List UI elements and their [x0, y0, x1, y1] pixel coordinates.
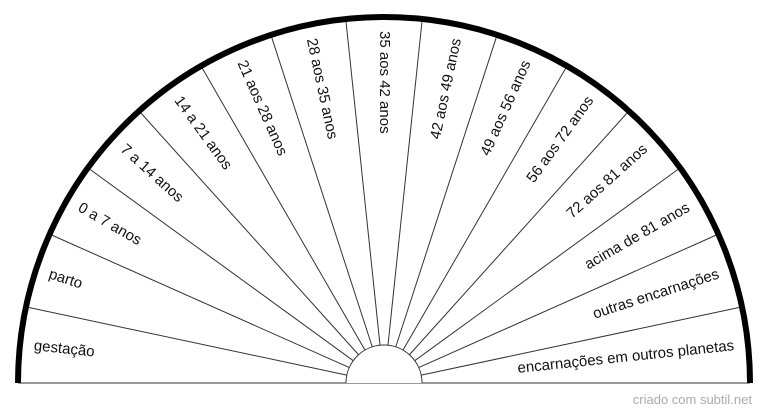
segment-label: 0 a 7 anos: [75, 199, 144, 249]
footer: criado com subtil.net: [633, 392, 753, 407]
segment-lines: [25, 18, 743, 376]
segment-line: [387, 18, 423, 346]
segment-label: encarnações em outros planetas: [517, 337, 735, 377]
outer-arc: [15, 14, 753, 384]
segment-line: [270, 34, 373, 348]
segment-label: gestação: [33, 337, 95, 360]
segment-label: 28 aos 35 anos: [303, 37, 341, 141]
segment-label: 42 aos 49 anos: [427, 37, 465, 141]
segment-line: [200, 65, 366, 351]
segment-line: [395, 34, 498, 348]
segment-label: parto: [47, 266, 85, 293]
segment-line: [402, 65, 568, 351]
segment-label: 14 a 21 anos: [171, 93, 236, 173]
segment-line: [421, 306, 743, 376]
inner-arc: [345, 344, 423, 384]
segment-line: [418, 233, 719, 369]
segment-label: outras encarnações: [591, 266, 722, 323]
segment-line: [87, 167, 354, 362]
segment-line: [414, 167, 681, 362]
segment-line: [138, 110, 359, 356]
segment-label: 49 aos 56 anos: [477, 58, 534, 159]
segment-line: [409, 110, 630, 356]
segment-label: 72 aos 81 anos: [563, 141, 651, 222]
segment-line: [345, 18, 381, 346]
segment-label: 21 aos 28 anos: [234, 58, 291, 159]
segment-label: 35 aos 42 anos: [376, 31, 393, 134]
segment-line: [25, 306, 347, 376]
segment-label: 56 aos 72 anos: [523, 93, 597, 186]
segment-label: acima de 81 anos: [582, 199, 693, 273]
segment-line: [49, 233, 350, 369]
